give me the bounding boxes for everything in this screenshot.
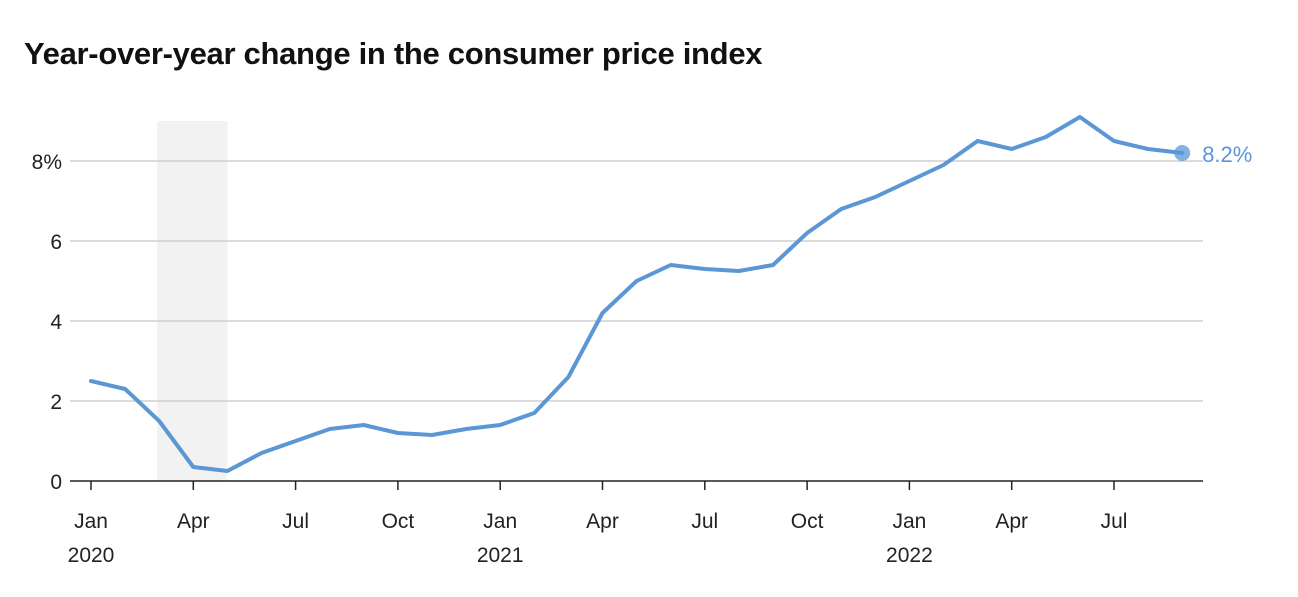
- x-tick-label: Oct: [382, 510, 415, 533]
- end-point-marker: [1174, 145, 1191, 161]
- x-tick-year-label: 2021: [477, 544, 524, 567]
- x-tick-label: Oct: [791, 510, 824, 533]
- x-tick-label: Apr: [177, 510, 210, 533]
- recession-shade: [157, 121, 228, 481]
- chart-title: Year-over-year change in the consumer pr…: [24, 36, 763, 71]
- x-tick-year-label: 2022: [886, 544, 933, 567]
- y-tick-label: 0: [50, 471, 62, 494]
- x-tick-label: Jul: [691, 510, 718, 533]
- y-tick-label: 8%: [32, 151, 62, 174]
- cpi-line: [89, 115, 1185, 473]
- y-tick-label: 6: [50, 231, 62, 254]
- x-tick-label: Jan: [892, 510, 926, 533]
- end-value-label: 8.2%: [1202, 142, 1252, 167]
- x-tick-label: Apr: [995, 510, 1028, 533]
- y-tick-label: 2: [50, 391, 62, 414]
- x-tick-label: Jan: [74, 510, 108, 533]
- x-tick-year-label: 2020: [68, 544, 115, 567]
- x-tick-label: Jul: [282, 510, 309, 533]
- x-tick-label: Jan: [483, 510, 517, 533]
- y-tick-label: 4: [50, 311, 62, 334]
- x-tick-label: Jul: [1101, 510, 1128, 533]
- x-tick-label: Apr: [586, 510, 619, 533]
